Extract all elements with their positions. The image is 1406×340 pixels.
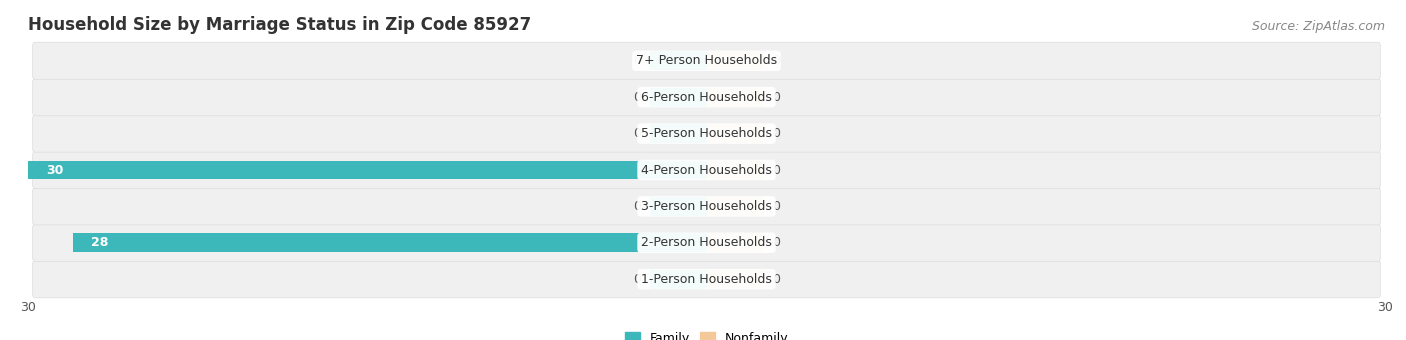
Text: 0: 0: [772, 200, 780, 213]
Text: Household Size by Marriage Status in Zip Code 85927: Household Size by Marriage Status in Zip…: [28, 16, 531, 34]
FancyBboxPatch shape: [32, 115, 1381, 152]
Bar: [707, 124, 763, 143]
Text: 0: 0: [633, 200, 641, 213]
Text: 30: 30: [46, 164, 63, 176]
Bar: [707, 88, 763, 107]
Text: 0: 0: [772, 164, 780, 176]
Text: 30: 30: [1376, 301, 1393, 314]
Text: 0: 0: [772, 127, 780, 140]
Bar: [73, 233, 707, 252]
Bar: [650, 88, 707, 107]
Text: 28: 28: [91, 236, 108, 249]
Text: 0: 0: [772, 273, 780, 286]
Text: 1-Person Households: 1-Person Households: [641, 273, 772, 286]
FancyBboxPatch shape: [32, 42, 1381, 79]
FancyBboxPatch shape: [32, 151, 1381, 189]
Text: 3-Person Households: 3-Person Households: [641, 200, 772, 213]
Bar: [707, 270, 763, 289]
Bar: [707, 197, 763, 216]
Bar: [650, 51, 707, 70]
Legend: Family, Nonfamily: Family, Nonfamily: [620, 327, 793, 340]
Text: 0: 0: [633, 91, 641, 104]
Bar: [707, 233, 763, 252]
Text: 5-Person Households: 5-Person Households: [641, 127, 772, 140]
Bar: [28, 160, 707, 180]
Text: 7+ Person Households: 7+ Person Households: [636, 54, 778, 67]
Bar: [650, 124, 707, 143]
Text: 0: 0: [633, 127, 641, 140]
Text: 6-Person Households: 6-Person Households: [641, 91, 772, 104]
FancyBboxPatch shape: [32, 261, 1381, 298]
Bar: [650, 197, 707, 216]
Text: 0: 0: [633, 273, 641, 286]
FancyBboxPatch shape: [32, 79, 1381, 116]
Text: 0: 0: [772, 54, 780, 67]
Bar: [650, 270, 707, 289]
Bar: [707, 51, 763, 70]
Text: 0: 0: [633, 54, 641, 67]
Text: 4-Person Households: 4-Person Households: [641, 164, 772, 176]
Text: 0: 0: [772, 236, 780, 249]
Text: 30: 30: [20, 301, 37, 314]
Text: 0: 0: [772, 91, 780, 104]
FancyBboxPatch shape: [32, 188, 1381, 225]
Bar: [707, 160, 763, 180]
Text: 2-Person Households: 2-Person Households: [641, 236, 772, 249]
Text: Source: ZipAtlas.com: Source: ZipAtlas.com: [1251, 20, 1385, 33]
FancyBboxPatch shape: [32, 224, 1381, 261]
